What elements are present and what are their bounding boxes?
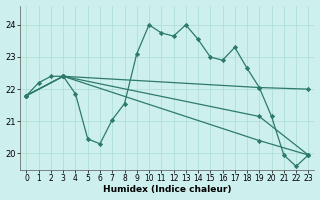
X-axis label: Humidex (Indice chaleur): Humidex (Indice chaleur) [103,185,232,194]
